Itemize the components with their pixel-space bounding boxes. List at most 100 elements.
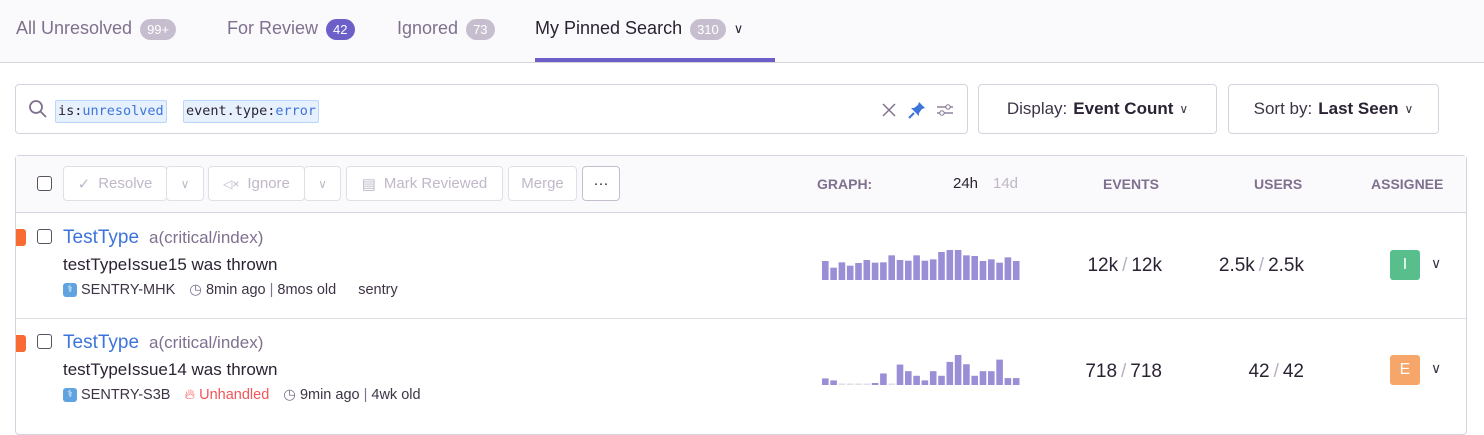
trend-bar (888, 255, 895, 280)
sort-dropdown[interactable]: Sort by: Last Seen ∨ (1228, 84, 1439, 134)
chevron-down-icon: ∨ (180, 176, 190, 191)
tab-for-review[interactable]: For Review 42 (227, 18, 355, 62)
issue-title: TestType (63, 332, 140, 353)
ignore-label: Ignore (247, 175, 290, 192)
chevron-down-icon: ∨ (318, 176, 327, 191)
trend-bar (896, 260, 904, 280)
chevron-down-icon: ∨ (1404, 102, 1414, 116)
merge-button[interactable]: Merge (508, 166, 577, 201)
assignee-column-header: ASSIGNEE (1371, 176, 1444, 192)
trend-bar (971, 375, 978, 385)
age: 8mos old (277, 282, 337, 298)
clock-icon: ◷ (283, 387, 296, 403)
last-seen: 9min ago (299, 387, 360, 403)
assignee-avatar[interactable]: I (1390, 250, 1420, 280)
trend-bar (971, 256, 978, 280)
token-key: event.type: (186, 103, 276, 119)
events-filtered: 12k (1087, 255, 1119, 276)
fire-icon: 🔥︎ (184, 387, 196, 403)
assignee-avatar[interactable]: E (1390, 355, 1420, 385)
issue-message: testTypeIssue14 was thrown (63, 360, 278, 379)
events-filtered: 718 (1085, 361, 1118, 382)
resolve-button[interactable]: ✓ Resolve (63, 166, 167, 201)
search-token[interactable]: is:unresolved (55, 100, 167, 123)
chevron-down-icon[interactable]: ∨ (733, 21, 744, 36)
issue-checkbox[interactable] (37, 229, 52, 244)
python-icon: ⚕ (63, 283, 77, 297)
token-value: unresolved (82, 103, 164, 119)
trend-bar (871, 383, 879, 385)
clear-icon[interactable] (881, 102, 897, 118)
resolve-label: Resolve (98, 175, 153, 192)
python-icon: ⚕ (63, 388, 77, 402)
select-all-checkbox[interactable] (37, 176, 52, 191)
issue-meta: ⚕ SENTRY-MHK ◷ 8min ago | 8mos old sentry (63, 282, 398, 298)
resolve-dropdown-button[interactable]: ∨ (166, 166, 204, 201)
more-actions-button[interactable]: ··· (582, 166, 620, 201)
mark-reviewed-button[interactable]: ▤ Mark Reviewed (346, 166, 503, 201)
period-14d-toggle[interactable]: 14d (993, 175, 1019, 192)
issue-title-link[interactable]: TestType a(critical/index) (63, 227, 263, 249)
short-id[interactable]: SENTRY-S3B (81, 387, 171, 403)
chevron-down-icon[interactable]: ∨ (1431, 256, 1442, 272)
trend-bar (996, 359, 1003, 385)
trend-bar (954, 355, 962, 385)
trend-bar (880, 373, 887, 385)
ignore-button[interactable]: ◁× Ignore (208, 166, 305, 201)
tab-ignored[interactable]: Ignored 73 (397, 18, 495, 62)
trend-bar (896, 364, 904, 385)
trend-bar (863, 260, 871, 280)
trend-bar (963, 255, 970, 280)
search-icon (29, 100, 47, 118)
trend-bar (921, 260, 929, 280)
trend-bar (913, 375, 920, 385)
settings-sliders-icon[interactable] (936, 102, 954, 118)
trend-bar (996, 262, 1003, 280)
tab-label: All Unresolved (16, 18, 133, 38)
count-badge: 42 (326, 19, 355, 40)
pin-icon[interactable] (908, 101, 926, 119)
search-input[interactable]: is:unresolved event.type:error (15, 84, 968, 134)
trend-bar (1012, 378, 1020, 385)
inbox-icon: ▤ (361, 175, 376, 193)
trend-bar (838, 262, 846, 280)
trend-bar (963, 364, 970, 385)
tab-all-unresolved[interactable]: All Unresolved 99+ (16, 18, 177, 62)
trend-bar (988, 371, 995, 385)
issue-title-link[interactable]: TestType a(critical/index) (63, 332, 263, 354)
trend-bar (822, 378, 829, 385)
trend-bar (830, 380, 837, 385)
trend-bar (1004, 257, 1012, 280)
trend-bar (1004, 378, 1012, 385)
ignore-dropdown-button[interactable]: ∨ (304, 166, 341, 201)
count-badge: 99+ (140, 19, 177, 40)
tab-label: My Pinned Search (535, 18, 683, 38)
search-token[interactable]: event.type:error (183, 100, 320, 123)
trend-bar (905, 371, 912, 385)
trend-bar (905, 260, 912, 280)
users-column-header: USERS (1254, 176, 1303, 192)
issue-checkbox[interactable] (37, 334, 52, 349)
trend-bar (830, 267, 837, 280)
users-filtered: 42 (1248, 361, 1270, 382)
users-total: 42 (1282, 361, 1304, 382)
tab-label: Ignored (397, 18, 459, 38)
count-badge: 310 (690, 19, 726, 40)
tab-my-pinned-search[interactable]: My Pinned Search 310 ∨ (535, 18, 775, 62)
trend-bar (838, 383, 846, 385)
chevron-down-icon[interactable]: ∨ (1431, 361, 1442, 377)
trend-bar (938, 252, 945, 280)
display-label: Display: (1006, 99, 1068, 118)
issue-message: testTypeIssue15 was thrown (63, 255, 278, 274)
short-id[interactable]: SENTRY-MHK (81, 282, 176, 298)
trend-bar (888, 383, 895, 385)
trend-bar (913, 255, 920, 280)
sort-value: Last Seen (1318, 99, 1399, 118)
trend-bar (855, 263, 862, 280)
display-dropdown[interactable]: Display: Event Count ∨ (978, 84, 1217, 134)
slash: / (1258, 255, 1265, 276)
merge-label: Merge (521, 175, 564, 192)
users-filtered: 2.5k (1218, 255, 1255, 276)
period-24h-toggle[interactable]: 24h (953, 175, 979, 192)
issue-culprit: a(critical/index) (149, 333, 264, 352)
